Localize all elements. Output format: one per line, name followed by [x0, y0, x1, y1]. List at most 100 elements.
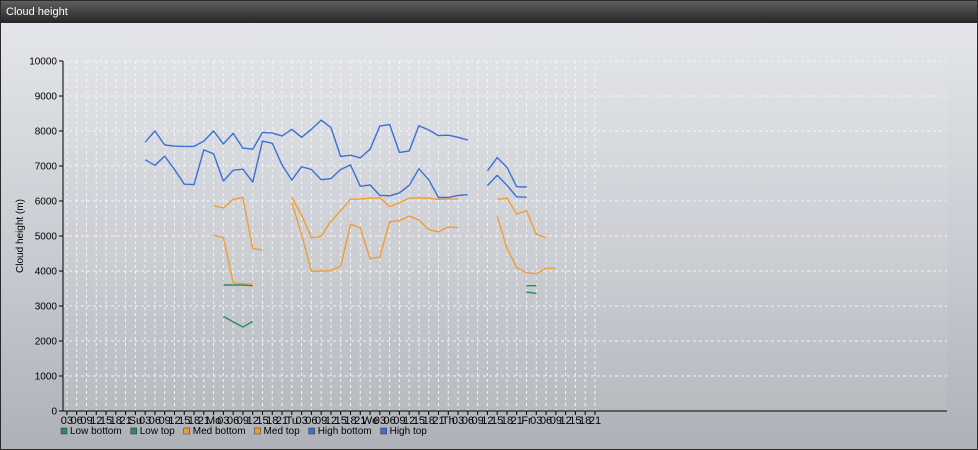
x-tick-label: 03 [61, 415, 73, 427]
x-tick-label: 21 [589, 415, 601, 427]
x-tick-label: 12 [168, 415, 180, 427]
low-top-legend-swatch [130, 427, 137, 435]
high-bottom-line [486, 174, 527, 198]
x-tick-label: 06 [71, 415, 83, 427]
x-tick-label: 03 [139, 415, 151, 427]
x-tick-label: 06 [540, 415, 552, 427]
x-tick-label: 03 [530, 415, 542, 427]
x-tick-label: 06 [462, 415, 474, 427]
series-lines [144, 119, 556, 328]
low-bottom-line [526, 291, 537, 295]
x-tick-label: 06 [149, 415, 161, 427]
low-top-legend-label: Low top [140, 426, 175, 437]
low-bottom-legend-label: Low bottom [70, 426, 122, 437]
x-tick-label: 15 [256, 415, 268, 427]
y-axis: 0 1000 2000 3000 4000 5000 6000 7000 8000 9000 100… [29, 57, 64, 418]
x-tick-label: 21 [354, 415, 366, 427]
y-tick-label: 8000 [35, 127, 58, 138]
x-tick-label: 09 [237, 415, 249, 427]
x-tick-label: 09 [393, 415, 405, 427]
high-bottom-legend-swatch [308, 427, 315, 435]
med-bottom-line [496, 216, 556, 275]
legend: Low bottom Low top Med bottom Med top High b… [60, 426, 428, 437]
x-tick-label: 21 [432, 415, 444, 427]
x-axis: 03060912151821Su03060912151821Mo03060912… [61, 410, 947, 427]
plot-area [63, 61, 947, 411]
x-tick-label: 03 [452, 415, 464, 427]
x-tick-label: 21 [511, 415, 523, 427]
y-tick-label: 5000 [35, 232, 58, 243]
x-tick-label: 06 [383, 415, 395, 427]
x-tick-label: 21 [119, 415, 131, 427]
y-tick-label: 2000 [35, 337, 58, 348]
x-tick-label: 12 [247, 415, 259, 427]
x-tick-label: 15 [178, 415, 190, 427]
x-tick-label: 12 [481, 415, 493, 427]
med-top-line [291, 197, 459, 239]
high-top-line [486, 156, 527, 188]
low-top-line [223, 315, 254, 328]
x-tick-label: 12 [403, 415, 415, 427]
x-tick-label: 15 [413, 415, 425, 427]
x-tick-label: 12 [90, 415, 102, 427]
y-tick-label: 1000 [35, 372, 58, 383]
x-tick-label: 15 [491, 415, 503, 427]
x-tick-label: 18 [266, 415, 278, 427]
x-tick-label: 12 [325, 415, 337, 427]
med-bottom-line [291, 202, 459, 273]
x-tick-label: 06 [227, 415, 239, 427]
x-tick-label: Tu [286, 415, 298, 427]
x-tick-label: 18 [110, 415, 122, 427]
y-tick-label: 0 [51, 407, 57, 418]
high-bottom-line [144, 140, 468, 199]
y-tick-label: 10000 [29, 57, 57, 68]
x-tick-label: 18 [344, 415, 356, 427]
high-bottom-legend-label: High bottom [318, 426, 372, 437]
x-tick-label: 18 [501, 415, 513, 427]
x-tick-label: 18 [579, 415, 591, 427]
y-tick-label: 7000 [35, 162, 58, 173]
x-tick-label: 09 [159, 415, 171, 427]
high-top-line [144, 119, 468, 159]
y-tick-label: 6000 [35, 197, 58, 208]
x-tick-label: 06 [305, 415, 317, 427]
x-tick-label: 09 [550, 415, 562, 427]
x-tick-label: 21 [198, 415, 210, 427]
cloud-height-chart: 0 1000 2000 3000 4000 5000 6000 7000 8000 9000 100… [15, 57, 947, 437]
x-tick-label: Th [442, 415, 455, 427]
x-tick-label: 03 [217, 415, 229, 427]
med-top-legend-swatch [254, 427, 261, 435]
x-tick-label: 15 [569, 415, 581, 427]
low-bottom-line [223, 284, 253, 287]
low-bottom-legend-swatch [60, 427, 68, 435]
x-tick-label: 03 [374, 415, 386, 427]
y-axis-label: Cloud height (m) [15, 199, 26, 273]
x-tick-label: 09 [471, 415, 483, 427]
y-tick-label: 4000 [35, 267, 58, 278]
x-tick-label: 09 [80, 415, 92, 427]
x-tick-label: 12 [560, 415, 572, 427]
med-bottom-legend-label: Med bottom [193, 426, 246, 437]
x-tick-label: We [362, 415, 378, 427]
high-top-legend-label: High top [390, 426, 428, 437]
med-top-legend-label: Med top [264, 426, 301, 437]
y-tick-label: 9000 [35, 92, 58, 103]
x-tick-label: 15 [100, 415, 112, 427]
med-top-line [497, 197, 547, 239]
x-tick-label: 15 [335, 415, 347, 427]
grid [63, 60, 947, 412]
x-tick-label: Mo [206, 415, 221, 427]
med-bottom-legend-swatch [183, 427, 190, 435]
med-bottom-line [213, 234, 253, 285]
x-tick-label: 18 [423, 415, 435, 427]
y-tick-label: 3000 [35, 302, 58, 313]
high-top-legend-swatch [380, 427, 387, 435]
x-tick-label: Fr [521, 415, 532, 427]
x-tick-label: 21 [276, 415, 288, 427]
window-title: Cloud height [1, 1, 977, 23]
x-tick-label: Su [129, 415, 142, 427]
x-tick-label: 09 [315, 415, 327, 427]
med-top-line [213, 196, 263, 251]
x-tick-label: 18 [188, 415, 200, 427]
